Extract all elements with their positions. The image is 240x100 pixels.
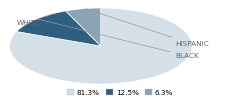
Text: HISPANIC: HISPANIC	[86, 9, 209, 47]
Text: BLACK: BLACK	[37, 19, 199, 59]
Wedge shape	[10, 8, 192, 84]
Text: WHITE: WHITE	[17, 14, 53, 26]
Wedge shape	[17, 11, 101, 46]
Legend: 81.3%, 12.5%, 6.3%: 81.3%, 12.5%, 6.3%	[66, 89, 174, 96]
Wedge shape	[66, 8, 101, 46]
